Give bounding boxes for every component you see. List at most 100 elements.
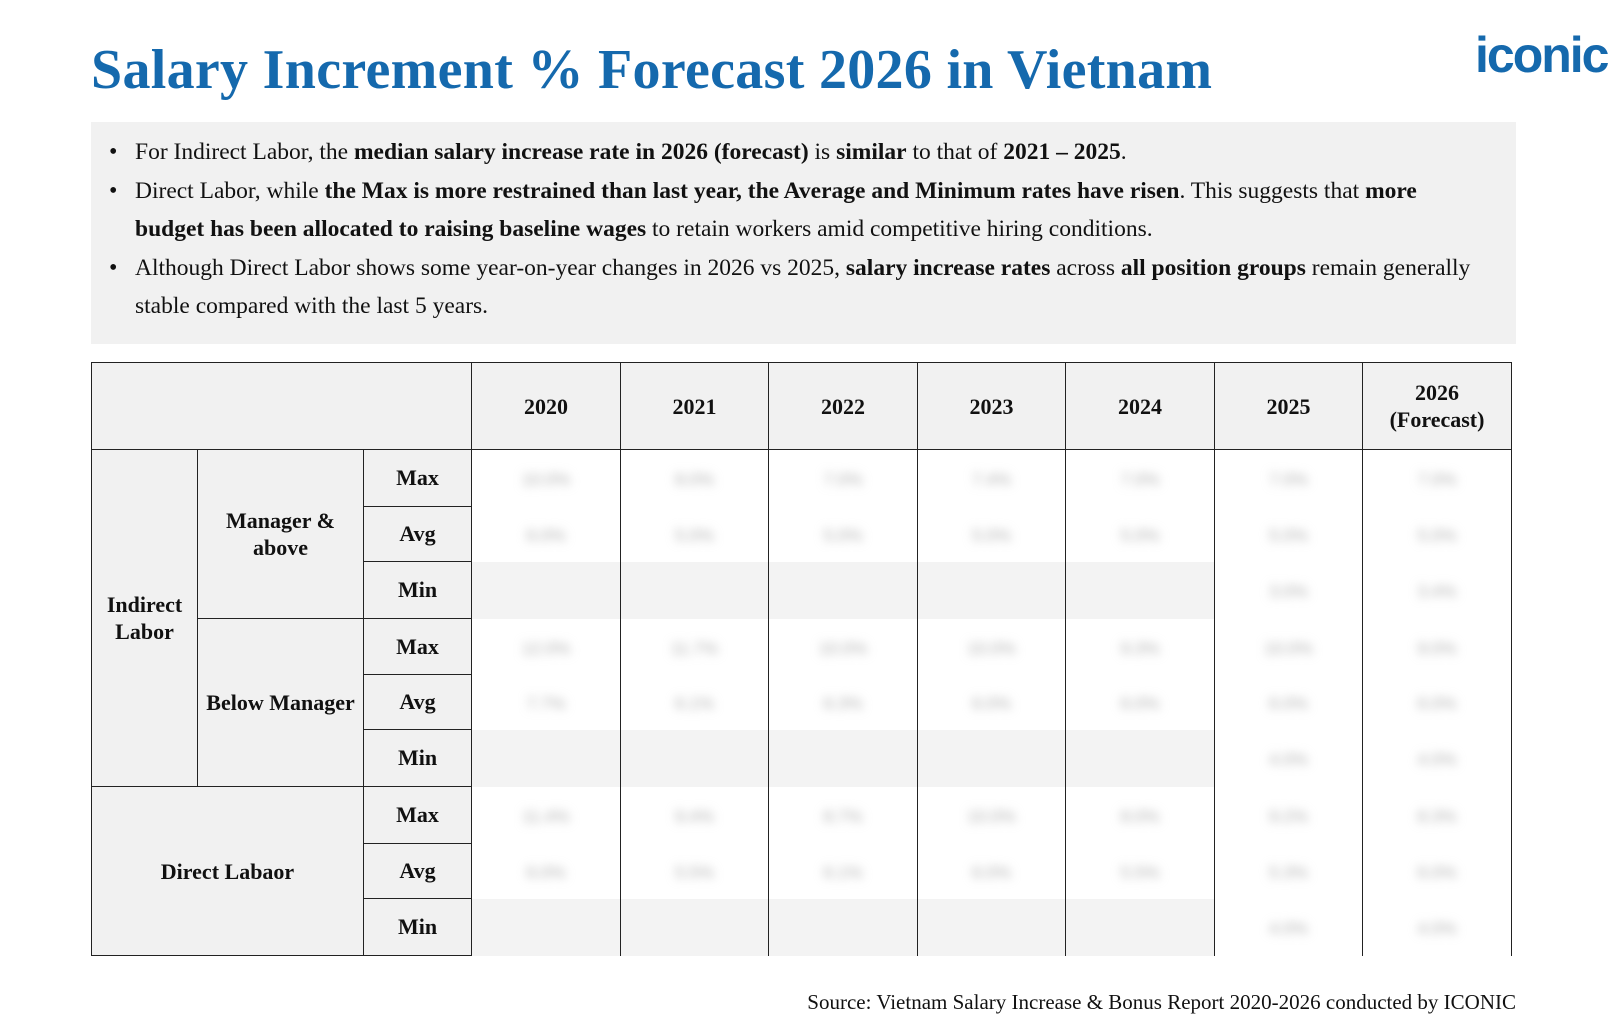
value-text: 4.0% xyxy=(1417,750,1457,769)
value-cell: 5.5% xyxy=(620,843,769,899)
value-cell: 10.0% xyxy=(471,449,621,507)
value-text: 7.0% xyxy=(1120,470,1160,490)
value-cell xyxy=(1065,729,1215,787)
value-cell: 5.0% xyxy=(1214,506,1363,562)
year-header: 2024 xyxy=(1065,362,1215,450)
value-text: 12.0% xyxy=(521,638,571,658)
value-text: 10.0% xyxy=(1264,638,1313,658)
value-cell: 12.0% xyxy=(471,618,621,675)
value-text: 5.0% xyxy=(823,526,863,545)
value-text: 4.0% xyxy=(1417,919,1457,938)
value-text: 5.3% xyxy=(1269,863,1308,882)
value-cell: 6.0% xyxy=(1362,674,1512,730)
value-cell: 6.3% xyxy=(768,674,918,730)
metric-label: Avg xyxy=(363,506,472,562)
summary-bullet-3: Although Direct Labor shows some year-on… xyxy=(109,249,1486,326)
value-text: 6.0% xyxy=(1269,694,1308,713)
table-header-row: 2020 2021 2022 2023 2024 2025 2026 (Forec… xyxy=(91,362,1512,450)
value-cell: 10.0% xyxy=(1214,618,1363,675)
table-row: Avg 6.0% 5.0% 5.0% 5.0% 5.0% 5.0% 5.0% xyxy=(92,506,1512,562)
value-text: 9.2% xyxy=(1269,807,1308,826)
value-cell: 9.3% xyxy=(1065,618,1215,675)
value-cell: 5.0% xyxy=(1065,506,1215,562)
value-cell: 7.0% xyxy=(1362,449,1512,507)
metric-label: Min xyxy=(363,729,472,787)
salary-table: 2020 2021 2022 2023 2024 2025 2026 (Forec… xyxy=(91,362,1512,956)
value-text: 8.0% xyxy=(1120,807,1160,826)
bullet-1-text-d: . xyxy=(1120,139,1127,165)
value-cell: 6.1% xyxy=(768,843,918,899)
value-cell: 4.0% xyxy=(1362,729,1512,787)
table-row: Below Manager Max 12.0% 11.7% 10.0% 10.0% 9.3%… xyxy=(92,618,1512,787)
header-corner-cell xyxy=(91,362,472,450)
value-cell xyxy=(768,729,918,787)
value-text: 9.0% xyxy=(1417,638,1457,658)
value-cell xyxy=(1065,561,1215,619)
year-2026-label: 2026 xyxy=(1415,380,1459,405)
value-cell xyxy=(768,898,918,956)
value-text: 10.0% xyxy=(967,807,1016,826)
value-cell: 10.0% xyxy=(917,786,1066,844)
bullet-1-bold-b: similar xyxy=(836,139,907,165)
value-text: 5.5% xyxy=(1120,863,1160,882)
value-cell: 7.4% xyxy=(917,449,1066,507)
year-header: 2023 xyxy=(917,362,1066,450)
value-text: 6.0% xyxy=(1120,694,1160,713)
value-cell: 6.0% xyxy=(1065,674,1215,730)
value-cell: 7.0% xyxy=(768,449,918,507)
value-cell: 9.0% xyxy=(1362,618,1512,675)
bullet-3-text-c: remain generally stable compared with th… xyxy=(135,254,1471,320)
metric-label: Avg xyxy=(363,674,472,730)
direct-labor-label: Direct Labaor xyxy=(91,786,364,956)
value-text: 5.0% xyxy=(972,526,1011,545)
value-cell xyxy=(620,729,769,787)
value-text: 3.0% xyxy=(1269,582,1308,601)
value-cell: 7.0% xyxy=(1065,449,1215,507)
table-row: Min 4.0% 4.0% xyxy=(92,898,1512,956)
value-text: 9.4% xyxy=(675,807,714,826)
value-cell xyxy=(471,898,621,956)
value-cell: 8.0% xyxy=(1065,786,1215,844)
value-text: 9.3% xyxy=(1120,638,1160,658)
value-cell xyxy=(917,561,1066,619)
value-text: 7.0% xyxy=(1269,470,1308,490)
value-cell: 3.0% xyxy=(1214,561,1363,619)
value-text: 6.0% xyxy=(972,863,1011,882)
bullet-3-bold-a: salary increase rates xyxy=(845,254,1051,281)
year-header: 2021 xyxy=(620,362,769,450)
table-row: Min 3.0% 3.4% xyxy=(92,561,1512,619)
value-text: 6.0% xyxy=(972,694,1011,713)
value-cell: 9.4% xyxy=(620,786,769,844)
value-cell: 9.2% xyxy=(1214,786,1363,844)
value-text: 5.5% xyxy=(675,863,714,882)
bullet-3-text-b: across xyxy=(1050,254,1121,281)
value-text: 7.4% xyxy=(972,470,1011,490)
value-cell xyxy=(917,729,1066,787)
value-cell xyxy=(1065,898,1215,956)
bullet-3-text-a: Although Direct Labor shows some year-on… xyxy=(135,254,846,281)
value-cell: 8.7% xyxy=(768,786,918,844)
value-cell: 6.0% xyxy=(1362,843,1512,899)
value-text: 8.0% xyxy=(675,470,714,490)
value-cell: 6.0% xyxy=(917,674,1066,730)
bullet-2-text-a: Direct Labor, while xyxy=(135,177,325,204)
bullet-1-bold-a: median salary increase rate in 2026 (for… xyxy=(353,139,809,165)
value-cell xyxy=(917,898,1066,956)
value-cell: 4.0% xyxy=(1362,898,1512,956)
value-text: 5.0% xyxy=(1417,526,1457,545)
metric-label: Max xyxy=(363,618,472,675)
value-text: 3.4% xyxy=(1417,582,1457,601)
value-text: 6.1% xyxy=(823,863,863,882)
year-header: 2020 xyxy=(471,362,621,450)
value-text: 6.0% xyxy=(526,863,566,882)
metric-label: Min xyxy=(363,561,472,619)
value-cell: 4.0% xyxy=(1214,729,1363,787)
indirect-labor-label: Indirect Labor xyxy=(91,449,198,787)
bullet-2-text-c: to retain workers amid competitive hirin… xyxy=(646,216,1153,242)
metric-label: Avg xyxy=(363,843,472,899)
value-cell: 5.0% xyxy=(768,506,918,562)
value-text: 11.4% xyxy=(522,807,570,826)
table-row: Min 4.0% 4.0% xyxy=(92,729,1512,787)
value-cell: 3.4% xyxy=(1362,561,1512,619)
bullet-1-text-a: For Indirect Labor, the xyxy=(135,139,354,165)
